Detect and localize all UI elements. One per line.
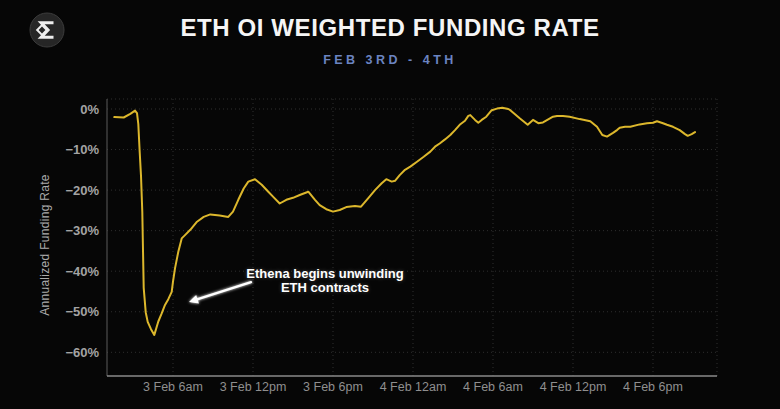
y-tick-label: 0%	[80, 102, 99, 117]
y-tick-labels: 0% −10% −20% −30% −40% −50% −60%	[65, 102, 99, 360]
x-tick-label: 4 Feb 12pm	[540, 380, 607, 394]
annotation-text: Ethena begins unwinding ETH contracts	[234, 267, 416, 295]
y-tick-label: −50%	[65, 304, 99, 319]
x-tick-label: 3 Feb 6pm	[303, 380, 363, 394]
y-tick-label: −20%	[65, 183, 99, 198]
annotation-line-1: Ethena begins unwinding	[234, 267, 416, 281]
y-tick-label: −30%	[65, 223, 99, 238]
x-tick-label: 4 Feb 12am	[380, 380, 447, 394]
y-tick-label: −10%	[65, 142, 99, 157]
funding-rate-chart: 0%−10%−20%−30%−40%−50%−60%3 Feb 6am3 Feb…	[0, 0, 780, 409]
annotation-line-2: ETH contracts	[234, 281, 416, 295]
x-tick-label: 4 Feb 6pm	[623, 380, 683, 394]
y-tick-label: −40%	[65, 264, 99, 279]
x-tick-labels: 3 Feb 6am 3 Feb 12pm 3 Feb 6pm 4 Feb 12am 4 …	[143, 380, 683, 394]
funding-rate-chart-card: ETH OI WEIGHTED FUNDING RATE FEB 3RD - 4…	[0, 0, 780, 409]
y-axis-title: Annualized Funding Rate	[38, 174, 52, 316]
y-tick-label: −60%	[65, 345, 99, 360]
gridlines	[107, 99, 717, 376]
x-tick-label: 3 Feb 12pm	[220, 380, 287, 394]
x-tick-label: 4 Feb 6am	[463, 380, 523, 394]
x-tick-label: 3 Feb 6am	[143, 380, 203, 394]
funding-rate-line	[114, 108, 695, 335]
